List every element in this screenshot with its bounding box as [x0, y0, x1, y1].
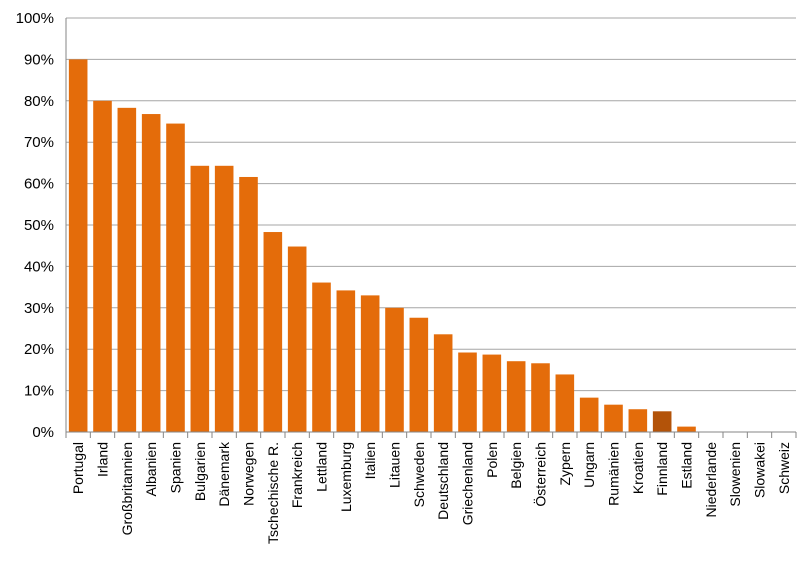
bar-26 — [677, 426, 696, 432]
x-category-label-4: Albanien — [143, 442, 159, 497]
bar-25 — [652, 411, 672, 432]
x-category-label-7: Dänemark — [216, 441, 232, 507]
bar-20 — [531, 363, 550, 432]
x-category-label-28: Slowenien — [727, 442, 743, 507]
x-category-label-1: Portugal — [70, 442, 86, 494]
x-category-label-11: Lettland — [314, 442, 330, 492]
bar-3 — [117, 107, 137, 432]
x-category-label-26: Estland — [679, 442, 695, 489]
x-category-label-17: Griechenland — [460, 442, 476, 525]
bar-11 — [312, 282, 331, 432]
bar-1 — [68, 59, 88, 433]
y-tick-label-30: 30% — [24, 300, 54, 317]
x-category-label-24: Kroatien — [630, 442, 646, 494]
x-category-label-22: Ungarn — [581, 442, 597, 488]
x-category-label-2: Irland — [95, 442, 111, 477]
x-category-label-25: Finnland — [654, 442, 670, 496]
y-tick-label-50: 50% — [24, 217, 54, 234]
x-category-label-27: Niederlande — [703, 442, 719, 518]
bar-16 — [433, 334, 453, 432]
bar-22 — [579, 397, 599, 432]
y-tick-label-90: 90% — [24, 51, 54, 68]
bar-10 — [287, 246, 307, 432]
bar-21 — [555, 374, 575, 432]
x-category-label-19: Belgien — [508, 442, 524, 489]
y-tick-label-10: 10% — [24, 383, 54, 400]
bar-23 — [604, 404, 623, 432]
x-category-label-23: Rumänien — [606, 442, 622, 506]
bar-18 — [482, 354, 502, 432]
y-tick-label-100: 100% — [16, 10, 54, 27]
x-axis-category-labels: Portugal Irland Großbritannien Albanien Span… — [70, 441, 792, 544]
x-category-label-20: Österreich — [532, 442, 549, 507]
y-tick-label-70: 70% — [24, 134, 54, 151]
y-tick-label-40: 40% — [24, 258, 54, 275]
bar-17 — [458, 352, 477, 432]
bar-19 — [506, 361, 526, 432]
bar-4 — [141, 114, 161, 432]
x-category-label-13: Italien — [362, 442, 378, 479]
bar-13 — [360, 295, 380, 432]
bar-7 — [214, 165, 234, 432]
bar-5 — [166, 123, 185, 432]
gridlines — [66, 17, 796, 392]
x-category-label-3: Großbritannien — [119, 442, 135, 535]
x-category-label-30: Schweiz — [776, 442, 792, 494]
x-category-label-18: Polen — [484, 442, 500, 478]
x-category-label-15: Schweden — [411, 442, 427, 507]
bar-8 — [239, 176, 258, 432]
x-category-label-12: Luxemburg — [338, 442, 354, 512]
axes — [65, 18, 797, 438]
y-tick-label-0: 0% — [32, 424, 54, 441]
bar-9 — [263, 232, 283, 432]
x-category-label-9: Tschechische R. — [265, 442, 281, 544]
bar-15 — [409, 317, 429, 432]
y-tick-label-20: 20% — [24, 341, 54, 358]
y-tick-label-60: 60% — [24, 176, 54, 193]
bar-12 — [336, 290, 356, 432]
x-category-label-16: Deutschland — [435, 442, 451, 520]
y-tick-label-80: 80% — [24, 93, 54, 110]
bar-2 — [93, 100, 112, 433]
x-category-label-6: Bulgarien — [192, 442, 208, 501]
x-category-label-8: Norwegen — [241, 442, 257, 506]
bar-24 — [628, 409, 648, 432]
x-category-label-10: Frankreich — [289, 442, 305, 508]
x-category-label-21: Zypern — [557, 442, 573, 486]
x-category-label-5: Spanien — [168, 442, 184, 493]
x-category-label-14: Litauen — [387, 442, 403, 488]
bar-14 — [385, 307, 404, 432]
bar-6 — [190, 165, 210, 432]
bars — [68, 59, 696, 433]
x-category-label-29: Slowakei — [752, 442, 768, 498]
y-axis-tick-labels: 0% 10% 20% 30% 40% 50% 60% 70% 80% 90% 100% — [16, 10, 54, 441]
